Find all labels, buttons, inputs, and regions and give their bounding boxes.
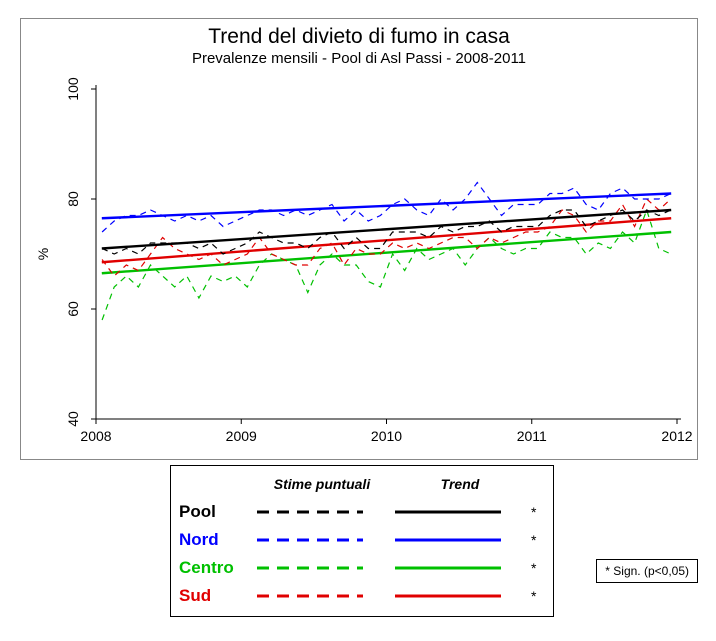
- legend-name-sud: Sud: [177, 582, 253, 610]
- y-tick-label: 100: [65, 77, 81, 101]
- series-centro-points: [102, 210, 671, 320]
- chart-title: Trend del divieto di fumo in casa: [208, 25, 510, 48]
- legend-table: Stime puntuali Trend Pool*Nord*Centro*Su…: [177, 470, 547, 610]
- y-tick-label: 60: [65, 301, 81, 317]
- legend-trend-pool: [391, 498, 529, 526]
- legend-header-point: Stime puntuali: [253, 470, 391, 498]
- legend-sig-nord: *: [529, 526, 547, 554]
- legend-trend-sud: [391, 582, 529, 610]
- x-tick-label: 2008: [80, 428, 111, 444]
- legend-name-centro: Centro: [177, 554, 253, 582]
- chart-subtitle: Prevalenze mensili - Pool di Asl Passi -…: [192, 50, 526, 67]
- legend-header-trend: Trend: [391, 470, 529, 498]
- significance-note: * Sign. (p<0,05): [596, 559, 698, 583]
- y-axis-title: %: [35, 248, 51, 260]
- legend-name-nord: Nord: [177, 526, 253, 554]
- legend-dash-pool: [253, 498, 391, 526]
- legend-dash-nord: [253, 526, 391, 554]
- chart-svg: Trend del divieto di fumo in casa Prevale…: [21, 19, 697, 459]
- x-tick-label: 2010: [371, 428, 402, 444]
- legend-row: Sud *: [177, 582, 547, 610]
- legend-trend-nord: [391, 526, 529, 554]
- x-tick-label: 2012: [661, 428, 692, 444]
- legend-name-pool: Pool: [177, 498, 253, 526]
- x-tick-label: 2009: [226, 428, 257, 444]
- y-tick-label: 40: [65, 411, 81, 427]
- chart-panel: Trend del divieto di fumo in casa Prevale…: [20, 18, 698, 460]
- legend-dash-sud: [253, 582, 391, 610]
- legend: Stime puntuali Trend Pool*Nord*Centro*Su…: [170, 465, 554, 617]
- legend-sig-sud: *: [529, 582, 547, 610]
- legend-dash-centro: [253, 554, 391, 582]
- legend-sig-pool: *: [529, 498, 547, 526]
- legend-trend-centro: [391, 554, 529, 582]
- series-nord-trend: [102, 194, 671, 219]
- y-tick-label: 80: [65, 191, 81, 207]
- legend-row: Pool *: [177, 498, 547, 526]
- legend-row: Nord *: [177, 526, 547, 554]
- legend-row: Centro *: [177, 554, 547, 582]
- legend-sig-centro: *: [529, 554, 547, 582]
- series-pool-trend: [102, 210, 671, 249]
- x-tick-label: 2011: [517, 428, 547, 444]
